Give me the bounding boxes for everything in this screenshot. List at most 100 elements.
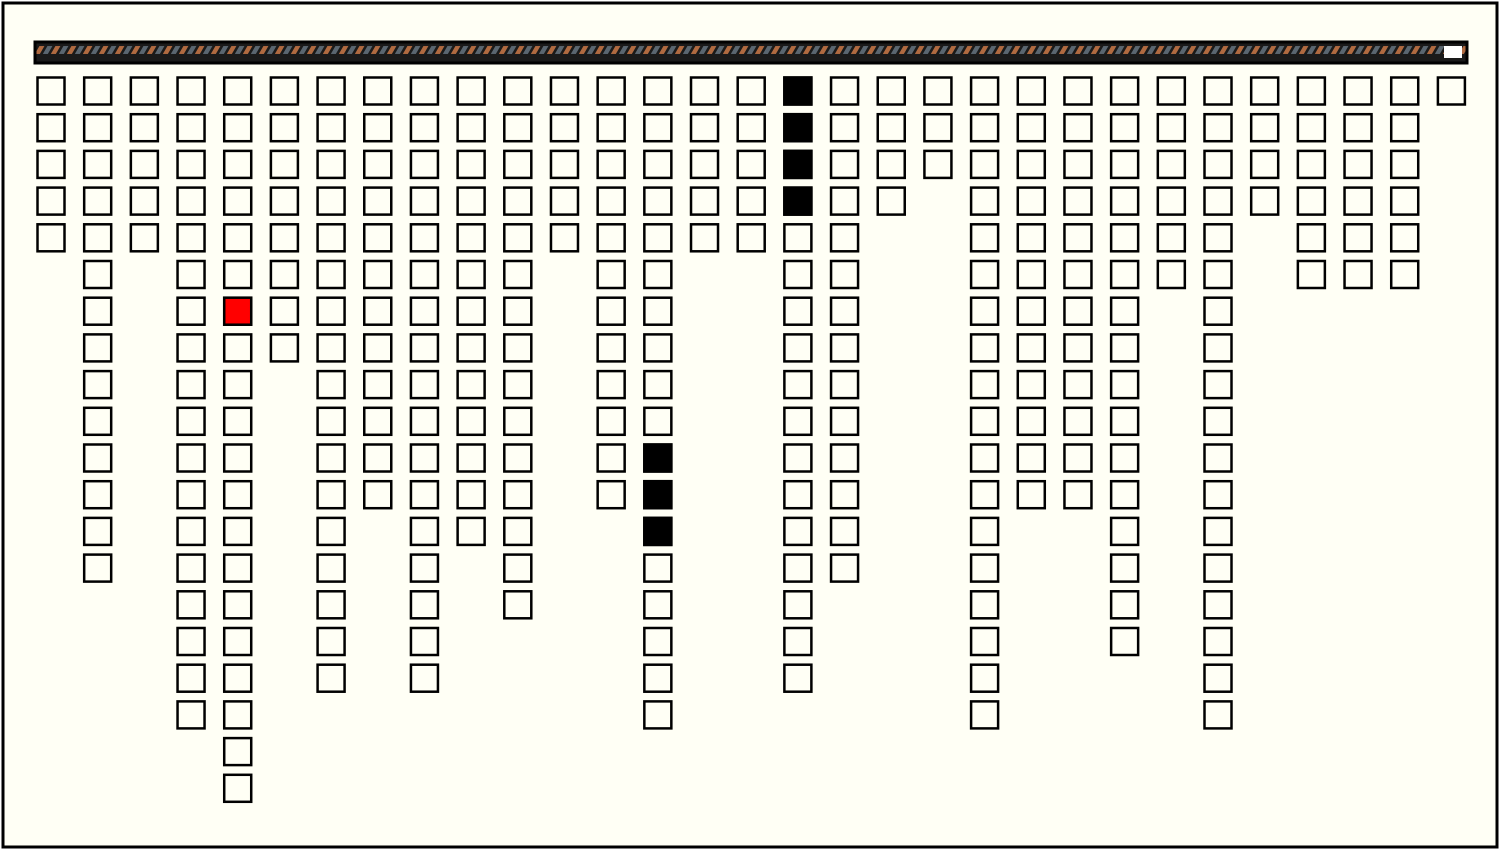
cell-column (82, 76, 113, 583)
cell (409, 186, 440, 216)
cell (643, 590, 673, 620)
cell (222, 663, 253, 693)
cell (409, 443, 440, 473)
cell (503, 590, 533, 620)
cell (222, 773, 253, 804)
cell (1016, 443, 1047, 473)
cell (222, 626, 253, 657)
cell (689, 149, 720, 180)
cell (1156, 149, 1187, 180)
cell (363, 406, 393, 437)
cell (409, 369, 440, 400)
cell (222, 149, 253, 180)
cell (689, 112, 720, 143)
cell (1389, 149, 1420, 180)
cell (829, 516, 860, 547)
cell (503, 369, 533, 400)
cell (129, 186, 160, 216)
cell (596, 76, 626, 106)
cell (643, 259, 673, 290)
cell (1109, 406, 1140, 437)
cell (596, 296, 626, 326)
cell-column (363, 76, 393, 510)
cell (316, 479, 346, 510)
cell (316, 626, 346, 657)
cell (736, 186, 766, 216)
cell (82, 443, 113, 473)
cell (409, 626, 440, 657)
cell (409, 223, 440, 253)
cell (736, 223, 766, 253)
cell (456, 296, 486, 326)
cell (409, 296, 440, 326)
cell (783, 296, 813, 326)
cell (969, 516, 1000, 547)
cell (176, 663, 206, 693)
cell (176, 76, 206, 106)
cell (829, 186, 860, 216)
highlighted-cell (643, 479, 673, 510)
cell (82, 333, 113, 363)
cell (1203, 259, 1233, 290)
progress-bar (33, 40, 1469, 65)
cell (1203, 406, 1233, 437)
cell (1249, 112, 1280, 143)
cell (82, 296, 113, 326)
cell (409, 663, 440, 693)
cell (316, 223, 346, 253)
cell (363, 186, 393, 216)
cell (1109, 112, 1140, 143)
cell (82, 112, 113, 143)
cell (363, 223, 393, 253)
cell (1203, 590, 1233, 620)
cell (176, 112, 206, 143)
cell (549, 186, 580, 216)
cell (596, 112, 626, 143)
cell (269, 112, 300, 143)
cell (82, 223, 113, 253)
cell (1063, 186, 1093, 216)
cell (1343, 186, 1373, 216)
cell (269, 333, 300, 363)
cell-column (1156, 76, 1187, 290)
cell (82, 406, 113, 437)
cell (969, 590, 1000, 620)
highlighted-cell (643, 516, 673, 547)
cell (829, 259, 860, 290)
cell (783, 406, 813, 437)
cell (643, 626, 673, 657)
cell (829, 112, 860, 143)
cell (736, 112, 766, 143)
cell-column (316, 76, 346, 693)
highlighted-cell (783, 112, 813, 143)
cell (1203, 76, 1233, 106)
cell (876, 186, 906, 216)
cell (456, 112, 486, 143)
highlighted-cell (783, 186, 813, 216)
cell (829, 443, 860, 473)
cell (783, 369, 813, 400)
cell-column (36, 76, 66, 253)
cell (222, 479, 253, 510)
cell (409, 479, 440, 510)
cell (176, 149, 206, 180)
cell (969, 259, 1000, 290)
cell (503, 443, 533, 473)
cell (969, 553, 1000, 583)
cell (1063, 333, 1093, 363)
cell (82, 149, 113, 180)
cell (222, 590, 253, 620)
cell (82, 516, 113, 547)
cell (316, 186, 346, 216)
cell (1249, 76, 1280, 106)
cell (176, 333, 206, 363)
cell (1203, 443, 1233, 473)
cell (1063, 112, 1093, 143)
cell (1249, 186, 1280, 216)
cell (176, 296, 206, 326)
cell (969, 333, 1000, 363)
cell (1016, 259, 1047, 290)
cell (549, 149, 580, 180)
cell (409, 553, 440, 583)
